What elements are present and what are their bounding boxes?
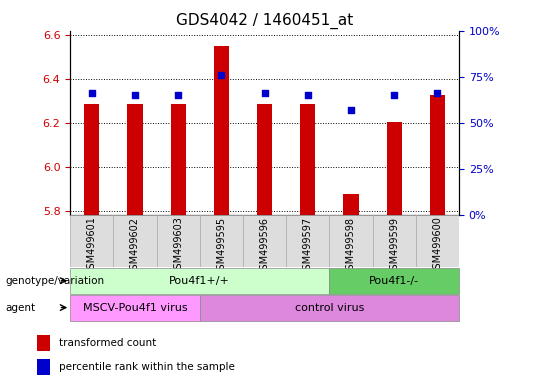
FancyBboxPatch shape [373, 215, 416, 267]
Point [87, 90, 96, 96]
Bar [171, 104, 186, 215]
FancyBboxPatch shape [70, 215, 113, 267]
Bar [257, 104, 272, 215]
Bar [127, 104, 143, 215]
Bar [37, 335, 50, 351]
FancyBboxPatch shape [243, 215, 286, 267]
Text: GSM499599: GSM499599 [389, 217, 399, 276]
Text: transformed count: transformed count [59, 338, 156, 348]
Bar [387, 122, 402, 215]
Point [131, 92, 139, 98]
Text: GSM499602: GSM499602 [130, 217, 140, 276]
Point [260, 90, 269, 96]
FancyBboxPatch shape [286, 215, 329, 267]
Text: GSM499603: GSM499603 [173, 217, 183, 275]
Bar [300, 104, 315, 215]
Title: GDS4042 / 1460451_at: GDS4042 / 1460451_at [176, 13, 353, 29]
Text: GSM499600: GSM499600 [433, 217, 442, 275]
Text: control virus: control virus [295, 303, 364, 313]
FancyBboxPatch shape [200, 215, 243, 267]
Point [433, 90, 442, 96]
Text: MSCV-Pou4f1 virus: MSCV-Pou4f1 virus [83, 303, 187, 313]
Bar [84, 104, 99, 215]
Text: GSM499598: GSM499598 [346, 217, 356, 276]
FancyBboxPatch shape [157, 215, 200, 267]
Point [303, 92, 312, 98]
FancyBboxPatch shape [70, 268, 329, 294]
Text: Pou4f1+/+: Pou4f1+/+ [170, 276, 230, 286]
Point [347, 107, 355, 113]
Point [174, 92, 183, 98]
Bar [343, 194, 359, 215]
Text: Pou4f1-/-: Pou4f1-/- [369, 276, 419, 286]
FancyBboxPatch shape [329, 215, 373, 267]
Text: GSM499597: GSM499597 [303, 217, 313, 276]
Text: agent: agent [5, 303, 36, 313]
Bar [430, 96, 445, 215]
Text: GSM499595: GSM499595 [217, 217, 226, 276]
Text: genotype/variation: genotype/variation [5, 276, 105, 286]
FancyBboxPatch shape [416, 215, 459, 267]
Text: GSM499596: GSM499596 [260, 217, 269, 276]
Point [217, 72, 226, 78]
FancyBboxPatch shape [200, 295, 459, 321]
FancyBboxPatch shape [70, 295, 200, 321]
Text: percentile rank within the sample: percentile rank within the sample [59, 362, 234, 372]
Text: GSM499601: GSM499601 [87, 217, 97, 275]
Bar [37, 359, 50, 375]
Point [390, 92, 399, 98]
FancyBboxPatch shape [329, 268, 459, 294]
Bar [214, 46, 229, 215]
FancyBboxPatch shape [113, 215, 157, 267]
